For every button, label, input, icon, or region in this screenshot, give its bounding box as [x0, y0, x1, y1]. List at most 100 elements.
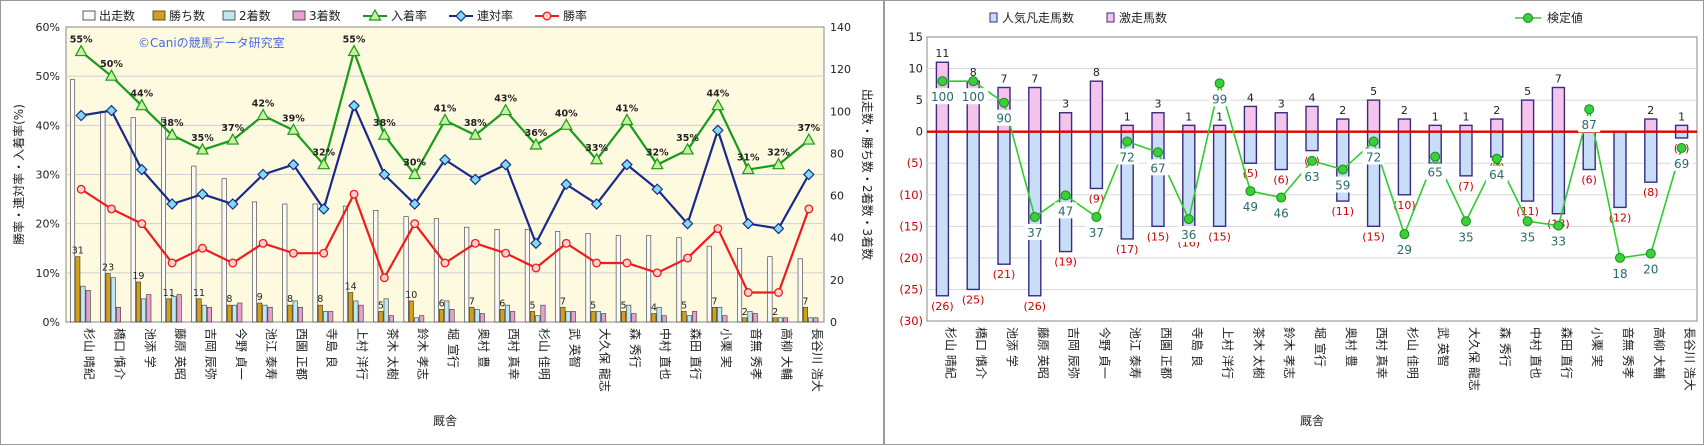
- bar-人気凡走馬数: [1397, 130, 1412, 196]
- point-検定値: [1183, 214, 1194, 225]
- point-label-検定値: 35: [1520, 230, 1535, 244]
- legend-label-勝率: 勝率: [563, 8, 587, 23]
- bar-3着数: [206, 306, 212, 323]
- category-label: 池添 学: [143, 328, 158, 368]
- point-検定値: [999, 97, 1009, 108]
- bar-neg-label: (21): [993, 268, 1016, 281]
- bar-3着数: [601, 313, 607, 323]
- point-連対率: [408, 198, 421, 210]
- point-連対率: [802, 168, 815, 181]
- bar-wins-label: 11: [163, 288, 175, 299]
- point-label-bg: [1424, 163, 1447, 180]
- point-検定値: [1153, 147, 1163, 158]
- bar-wins-label: 5: [530, 300, 536, 311]
- point-label-bg: [1455, 228, 1477, 245]
- bar-neg-label: (15): [1362, 230, 1385, 243]
- point-label-bg: [958, 88, 989, 105]
- ytick-left-label: 40%: [36, 119, 60, 132]
- point-連対率: [317, 203, 330, 215]
- bar-3着数: [661, 315, 667, 323]
- point-label-bg: [1085, 223, 1108, 240]
- chart-right-svg: (30)(25)(20)(15)(10)(5)051015厩舎(26)11杉山 …: [899, 10, 1698, 428]
- point-連対率: [378, 168, 391, 181]
- bar-neg-label: (17): [1116, 243, 1139, 256]
- bar-wins-label: 19: [132, 271, 144, 282]
- point-label-bg: [1147, 159, 1169, 176]
- bar-neg-label: (11): [1516, 205, 1539, 218]
- legend-marker-検定値: [1523, 13, 1533, 23]
- point-連対率: [166, 198, 178, 210]
- bar-人気凡走馬数: [1582, 130, 1596, 171]
- bar-wins-label: 2: [742, 307, 748, 318]
- category-label: 杉山 佳明: [537, 328, 551, 380]
- bar-3着数: [540, 304, 546, 323]
- bar-2着数: [80, 285, 86, 323]
- point-勝率: [501, 248, 511, 258]
- legend-label-入着率: 入着率: [391, 8, 427, 23]
- point-勝率: [774, 288, 783, 297]
- point-label-bg: [1116, 148, 1139, 165]
- point-label-検定値: 18: [1612, 267, 1627, 281]
- point-連対率: [135, 163, 148, 176]
- bar-wins-label: 8: [287, 294, 293, 305]
- point-入着率: [408, 167, 422, 180]
- bar-出走数: [221, 178, 227, 323]
- bar-3着数: [358, 304, 364, 323]
- point-勝率: [713, 224, 723, 234]
- point-label-bg: [1177, 226, 1200, 243]
- bar-wins-label: 5: [620, 300, 626, 311]
- point-検定値: [1214, 78, 1225, 89]
- x-axis-title: 厩舎: [433, 414, 457, 428]
- bar-人気凡走馬数: [1274, 130, 1288, 171]
- point-検定値: [1584, 104, 1595, 115]
- point-検定値: [1676, 142, 1687, 153]
- bar-勝ち数: [590, 311, 596, 323]
- point-勝率: [561, 238, 571, 248]
- legend-label-出走数: 出走数: [99, 8, 135, 23]
- bar-出走数: [70, 79, 76, 323]
- bar-出走数: [676, 237, 682, 323]
- bar-neg-label: (26): [931, 300, 954, 313]
- bar-勝ち数: [711, 306, 717, 323]
- bar-pos-label: 8: [970, 66, 977, 79]
- bar-人気凡走馬数: [1089, 130, 1104, 190]
- point-label-bg: [1362, 148, 1385, 165]
- point-検定値: [1522, 216, 1533, 227]
- bar-人気凡走馬数: [1613, 130, 1627, 209]
- point-label-bg: [1516, 228, 1539, 245]
- point-label-bg: [1270, 204, 1293, 221]
- bar-2着数: [504, 304, 510, 323]
- bar-人気凡走馬数: [1520, 130, 1535, 202]
- point-入着率: [499, 103, 513, 116]
- legend-label-検定値: 検定値: [1547, 10, 1583, 25]
- ytick-left-label: 10%: [36, 267, 60, 280]
- category-label: 森田 直行: [1559, 327, 1574, 379]
- bar-3着数: [449, 309, 455, 323]
- ytick-right-label: 100: [830, 105, 851, 118]
- point-label-入着率: 39%: [282, 113, 305, 124]
- point-label-入着率: 35%: [191, 133, 214, 144]
- bar-激走馬数: [1551, 86, 1566, 133]
- ytick-right-label: 140: [830, 21, 851, 34]
- bar-3着数: [722, 315, 728, 323]
- category-label: 奥村 豊: [476, 328, 490, 368]
- bar-pos-label: 1: [1185, 110, 1192, 123]
- bar-wins-label: 5: [378, 300, 384, 311]
- bar-wins-label: 5: [590, 300, 596, 311]
- bar-人気凡走馬数: [1644, 130, 1658, 183]
- point-label-検定値: 87: [1582, 118, 1597, 132]
- point-label-bg: [1547, 232, 1570, 249]
- point-連対率: [560, 178, 573, 191]
- point-勝率: [197, 243, 207, 253]
- bar-出走数: [797, 258, 803, 323]
- bar-3着数: [570, 311, 576, 323]
- point-検定値: [937, 76, 948, 87]
- point-検定値: [1430, 151, 1441, 162]
- point-連対率: [530, 237, 542, 250]
- category-label: 大久保 龍志: [1467, 327, 1482, 391]
- ytick-left-label: 30%: [36, 169, 60, 182]
- bar-激走馬数: [1397, 118, 1412, 133]
- legend-marker-入着率: [368, 8, 382, 21]
- point-検定値: [1122, 136, 1133, 147]
- point-label-bg: [1639, 260, 1662, 277]
